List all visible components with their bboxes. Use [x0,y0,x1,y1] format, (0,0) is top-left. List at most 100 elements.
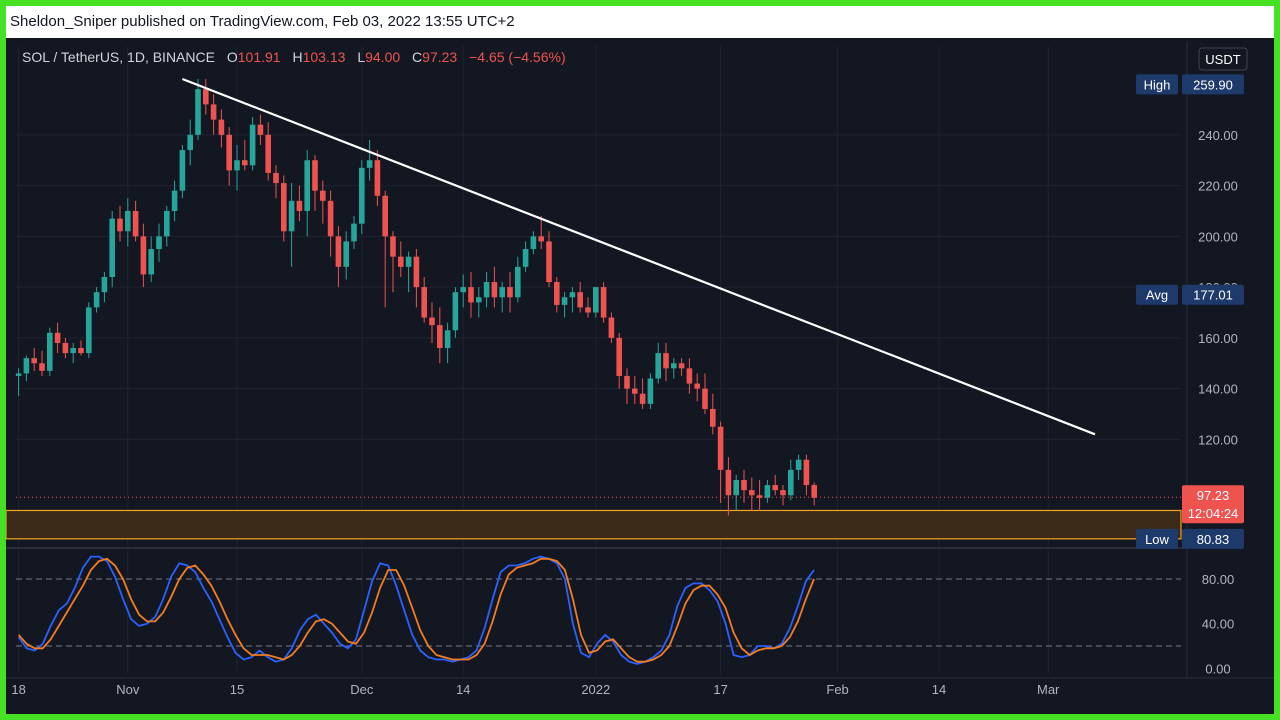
candle-body [335,236,342,267]
candle [78,340,84,356]
candle-body [561,297,568,305]
candle [725,457,732,516]
trendline[interactable] [182,77,1096,436]
candle [569,287,576,313]
candle-body [702,388,708,409]
candle-body [312,160,318,191]
candle [405,251,412,293]
time-tick-label: 2022 [581,682,610,697]
candle [327,190,334,257]
legend-low-key: L [357,49,365,65]
candle [546,231,552,288]
candle [257,114,264,145]
time-tick-label: 14 [932,682,946,697]
candle-body [374,160,381,196]
candle-body [468,287,474,303]
candle-body [327,200,334,237]
candle-body [54,332,61,343]
legend-close: 97.23 [422,49,457,65]
currency-button[interactable]: USDT [1198,47,1248,71]
candle-body [686,368,693,384]
candle-body [70,348,76,354]
candle [70,342,76,364]
price-tick-label: 120.00 [1198,432,1238,447]
candle [671,358,677,379]
candle [483,271,490,308]
chart-canvas[interactable]: 120.00 140.00 160.00 18 0.00 200.00 220.00 240.… [6,6,1274,714]
candle-body [624,375,630,389]
candle-body [811,485,817,498]
candle [460,274,466,308]
candle [366,139,373,181]
candle [585,297,591,318]
candle-body [476,297,482,303]
candle-body [788,469,794,496]
candle [413,249,420,308]
candle-body [132,210,139,237]
candle [86,302,92,359]
candle-body [569,292,576,298]
candle-body [203,89,209,105]
candle [616,332,622,389]
time-tick-label: 18 [11,682,25,697]
tag-value-box [1182,284,1244,305]
candle [210,94,217,135]
legend-close-key: C [412,49,422,65]
candles [15,78,817,516]
tag-value-box [1182,528,1244,549]
candle [624,368,630,404]
candle-body [382,195,388,237]
candle [304,150,310,237]
candle-body [359,167,365,224]
candle-body [554,282,560,305]
candle [335,226,342,288]
candle-body [710,408,716,427]
time-axis[interactable]: 18 Nov 15 Dec 14 2022 17 Feb 14 Mar [6,677,1274,697]
candle-body [218,119,225,135]
time-tick-label: Feb [826,682,848,697]
candle-body [795,459,802,470]
candle-body [437,325,443,349]
candle [421,276,427,323]
candle-body [733,480,739,496]
candle-body [164,210,170,237]
candle-body [226,134,232,171]
candle [632,375,638,404]
candle [374,150,381,206]
candle-body [803,459,810,486]
price-axis[interactable]: 120.00140.00160.00180.00200.00220.00240.… [1186,42,1238,678]
candle [515,256,521,303]
candle-body [187,134,193,151]
candle [702,373,708,415]
candle-body [671,363,677,369]
candle-body [351,223,357,242]
candle-body [655,353,661,379]
candle [647,373,654,409]
candle [93,287,100,313]
candle [694,373,700,402]
legend-symbol: SOL / TetherUS, 1D, BINANCE [22,49,215,65]
candle-body [639,393,646,404]
candle [678,358,685,376]
candle [561,292,568,318]
candle [226,127,232,186]
price-tick-label: 160.00 [1198,331,1238,346]
candle-body [756,495,763,498]
candle [62,337,69,359]
candle-body [546,241,552,283]
time-tick-label: 14 [456,682,470,697]
tag-value: 80.83 [1197,532,1230,547]
candle [273,165,279,199]
tag-key-box [1136,74,1178,95]
price-tag-high: High 259.90 [1136,74,1244,95]
candle [530,231,537,255]
candle [390,231,396,293]
candle [429,302,435,343]
candle-body [585,307,591,313]
candle-body [47,332,53,371]
support-zone [6,509,1182,540]
time-tick-label: Nov [116,682,140,697]
candle-body [109,218,115,277]
tag-value-box [1182,74,1244,95]
tag-key: Avg [1146,288,1168,303]
